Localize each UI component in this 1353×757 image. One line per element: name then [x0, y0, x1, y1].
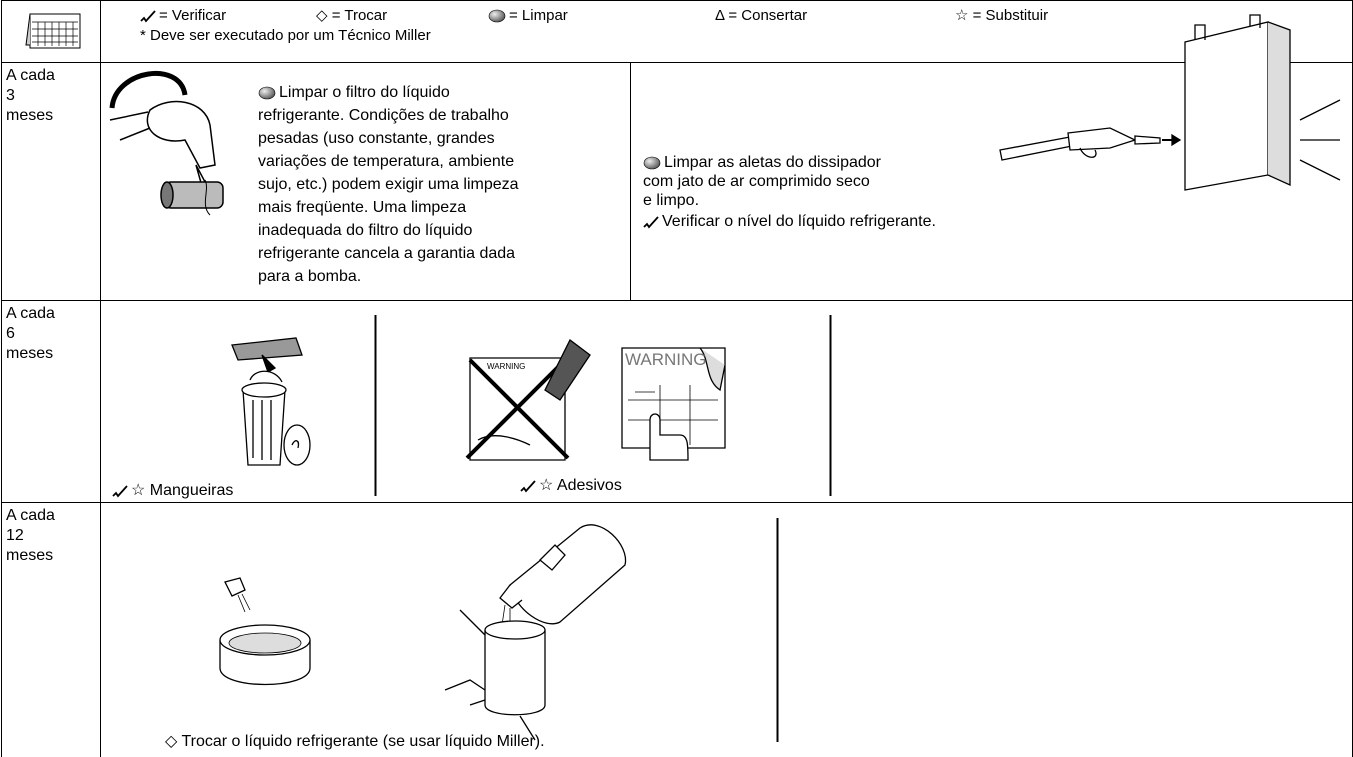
caption: ☆ Adesivos	[520, 476, 622, 496]
text: ☆ Adesivos	[539, 477, 622, 494]
check-icon	[643, 216, 659, 229]
caption: ☆ Mangueiras	[112, 481, 233, 501]
text: pesadas (uso constante, grandes	[258, 130, 495, 147]
calendar-icon	[25, 13, 81, 49]
text: mais freqüente. Uma limpeza	[258, 199, 467, 216]
legend-text: = Verificar	[159, 7, 227, 24]
sphere-icon	[488, 9, 506, 23]
row-label: meses	[6, 547, 54, 564]
legend-note: * Deve ser executado por um Técnico Mill…	[140, 27, 431, 44]
check-icon	[140, 10, 156, 23]
legend-verify: = Verificar	[140, 6, 226, 26]
row-label: meses	[6, 345, 54, 362]
row-label: 12	[6, 527, 24, 544]
legend-text: ◇ = Trocar	[316, 7, 388, 24]
caption: ◇ Trocar o líquido refrigerante (se usar…	[165, 733, 545, 750]
text: variações de temperatura, ambiente	[258, 153, 515, 170]
sticker-text: WARNING	[487, 362, 526, 371]
legend-clean: = Limpar	[488, 6, 568, 26]
check-icon	[112, 485, 128, 498]
text-line: Limpar o filtro do líquido	[258, 83, 450, 103]
legend-text: Δ = Consertar	[715, 7, 808, 24]
text: com jato de ar comprimido seco	[643, 173, 870, 190]
text-line: Verificar o nível do líquido refrigerant…	[643, 212, 936, 232]
row-label: A cada	[6, 305, 55, 322]
text: inadequada do filtro do líquido	[258, 222, 473, 239]
text: refrigerante cancela a garantia dada	[258, 245, 516, 262]
row-label: 6	[6, 325, 15, 342]
row-label: 3	[6, 87, 15, 104]
sticker-text: WARNING	[625, 350, 707, 369]
text: refrigerante. Condições de trabalho	[258, 107, 509, 124]
trash-illustration	[231, 337, 311, 466]
sphere-icon	[258, 86, 276, 100]
row-label: A cada	[6, 507, 55, 524]
text: Limpar as aletas do dissipador	[664, 154, 882, 171]
text: Limpar o filtro do líquido	[279, 84, 450, 101]
text: e limpo.	[643, 192, 700, 209]
check-icon	[520, 480, 536, 493]
text: Verificar o nível do líquido refrigerant…	[662, 213, 936, 230]
sphere-icon	[643, 156, 661, 170]
row-label: A cada	[6, 67, 55, 84]
coolant-illustration	[219, 524, 627, 741]
text: sujo, etc.) podem exigir uma limpeza	[258, 176, 519, 193]
legend-text: ☆ = Substituir	[955, 7, 1049, 24]
row-label: meses	[6, 107, 54, 124]
text-line: Limpar as aletas do dissipador	[643, 153, 881, 173]
sticker-illustration	[465, 339, 726, 461]
text: ☆ Mangueiras	[131, 482, 234, 499]
legend-text: = Limpar	[509, 7, 568, 24]
filter-illustration	[109, 70, 224, 216]
text: para a bomba.	[258, 268, 362, 285]
air-gun-illustration	[999, 14, 1341, 191]
